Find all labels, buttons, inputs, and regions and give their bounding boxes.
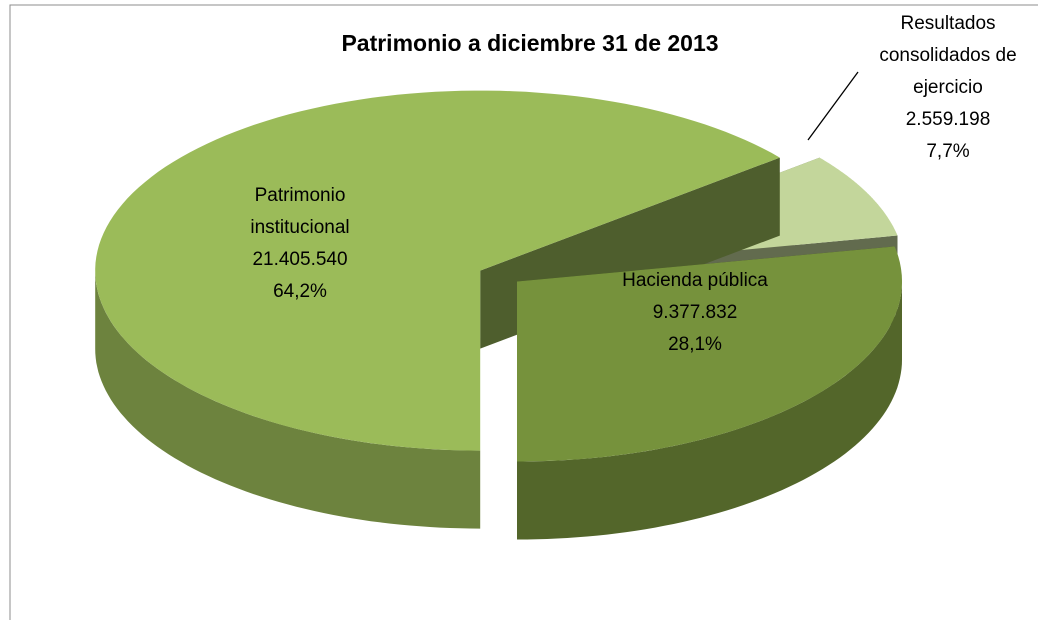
category-label: Resultados consolidados de ejercicio (879, 13, 1017, 98)
percent-label: 28,1% (668, 334, 722, 355)
slice-label: Resultados consolidados de ejercicio 2.5… (862, 8, 1034, 168)
slice-label: Hacienda pública 9.377.832 28,1% (585, 265, 805, 361)
value-label: 21.405.540 (252, 249, 348, 270)
slice-side (517, 281, 902, 540)
leader-line (807, 71, 859, 141)
slice (95, 90, 780, 451)
percent-label: 64,2% (273, 281, 327, 302)
slice-side (95, 270, 481, 529)
value-label: 9.377.832 (652, 302, 738, 323)
slice (517, 246, 902, 462)
pie (95, 90, 902, 540)
chart-title: Patrimonio a diciembre 31 de 2013 (341, 30, 719, 56)
chart-frame (9, 4, 1038, 620)
category-label: Patrimonio institucional (250, 185, 350, 238)
percent-label: 7,7% (926, 141, 970, 162)
category-label: Hacienda pública (622, 270, 768, 291)
value-label: 2.559.198 (905, 109, 991, 130)
slice-label: Patrimonio institucional 21.405.540 64,2… (215, 180, 385, 308)
